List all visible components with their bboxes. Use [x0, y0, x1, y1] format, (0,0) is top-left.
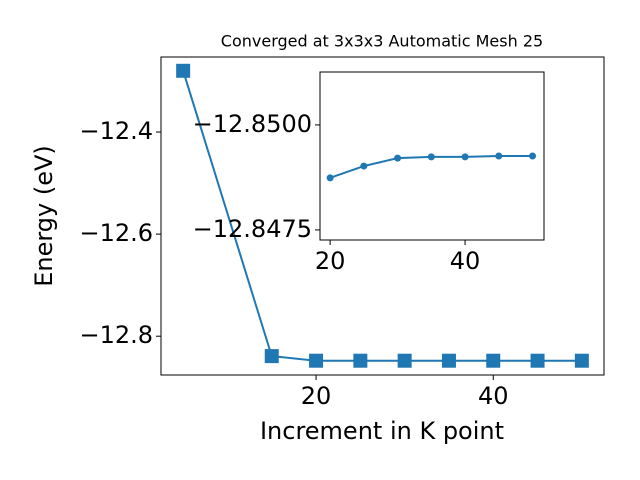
y-axis-label: Energy (eV): [30, 145, 58, 287]
x-tick-label: 40: [450, 247, 481, 275]
marker: [360, 162, 368, 170]
marker: [394, 154, 402, 162]
x-tick-label: 40: [478, 382, 509, 410]
marker: [495, 152, 503, 160]
marker: [176, 63, 191, 78]
marker: [326, 174, 334, 182]
marker: [309, 353, 324, 368]
marker: [427, 153, 435, 161]
marker: [441, 353, 456, 368]
x-tick-label: 20: [315, 247, 346, 275]
y-tick-label: −12.6: [79, 219, 153, 247]
x-axis-label: Increment in K point: [260, 417, 504, 445]
marker: [486, 353, 501, 368]
marker: [397, 353, 412, 368]
y-tick-label: −12.4: [79, 117, 153, 145]
y-tick-label: −12.8475: [193, 215, 312, 243]
marker: [530, 353, 545, 368]
x-tick-label: 20: [301, 382, 332, 410]
marker: [353, 353, 368, 368]
marker: [264, 349, 279, 364]
chart-title: Converged at 3x3x3 Automatic Mesh 25: [221, 32, 543, 51]
marker: [574, 353, 589, 368]
marker: [461, 153, 469, 161]
y-tick-label: −12.8: [79, 321, 153, 349]
marker: [529, 152, 537, 160]
y-tick-label: −12.8500: [193, 110, 312, 138]
